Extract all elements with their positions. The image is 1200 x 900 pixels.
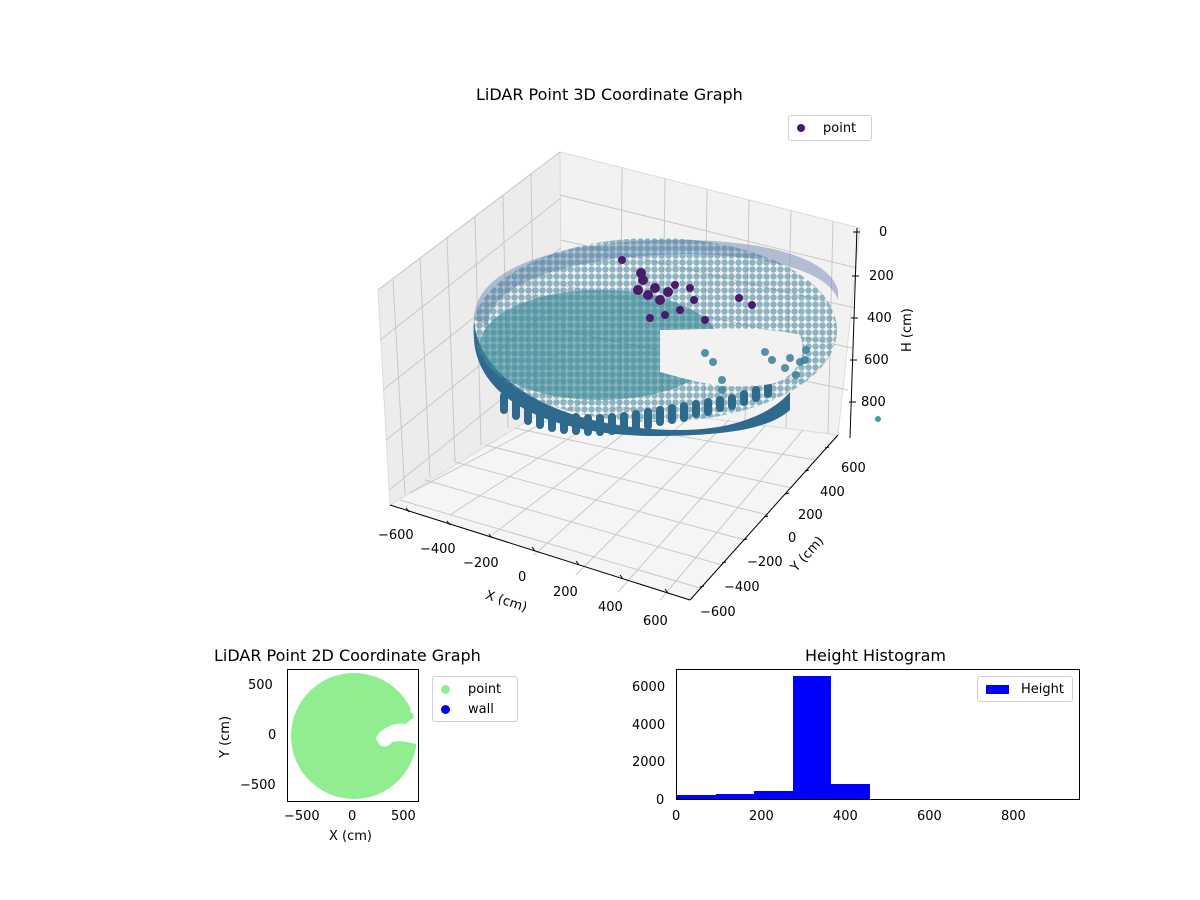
x3d-tick: 400 xyxy=(598,600,623,615)
y3d-tick: −600 xyxy=(700,605,736,620)
hist-canvas xyxy=(677,676,870,799)
y3d-tick: 600 xyxy=(841,461,866,476)
point-marker-icon xyxy=(441,684,450,694)
x2d-axis-label: X (cm) xyxy=(329,829,372,844)
x2d-tick: 500 xyxy=(391,809,416,824)
x2d-tick: 0 xyxy=(348,809,357,824)
plot3d-legend-label: point xyxy=(823,120,857,136)
y2d-axis-label: Y (cm) xyxy=(218,715,233,758)
y3d-tick: 0 xyxy=(788,531,797,546)
x3d-tick: 0 xyxy=(518,570,527,585)
hist-x-tick: 0 xyxy=(672,809,681,824)
z3d-axis-label: H (cm) xyxy=(900,308,915,352)
y3d-tick: 200 xyxy=(798,508,823,523)
x3d-tick: 200 xyxy=(553,585,578,600)
y3d-tick: 400 xyxy=(820,485,845,500)
z3d-tick: 800 xyxy=(861,395,886,410)
plot3d-canvas xyxy=(377,150,881,601)
hist-y-tick: 2000 xyxy=(632,755,666,770)
y2d-tick: 500 xyxy=(248,678,273,693)
hist-title: Height Histogram xyxy=(805,646,946,665)
y2d-tick: −500 xyxy=(240,778,276,793)
y2d-tick: 0 xyxy=(268,728,277,743)
height-patch-icon xyxy=(986,684,1010,694)
x3d-tick: 600 xyxy=(643,614,668,629)
hist-legend: Height xyxy=(977,676,1073,702)
z3d-tick: 600 xyxy=(864,353,889,368)
plot2d-canvas xyxy=(291,673,418,799)
hist-legend-label: Height xyxy=(1021,681,1064,697)
plot3d-title: LiDAR Point 3D Coordinate Graph xyxy=(476,85,743,104)
hist-x-tick: 400 xyxy=(833,809,858,824)
hist-x-tick: 200 xyxy=(749,809,774,824)
hist-y-tick: 0 xyxy=(656,793,665,808)
hist-y-tick: 6000 xyxy=(632,680,666,695)
plot2d-axes xyxy=(287,669,419,802)
hist-y-tick: 4000 xyxy=(632,718,666,733)
z3d-tick: 400 xyxy=(867,311,892,326)
point-marker-icon xyxy=(797,124,805,132)
plot2d-legend: point wall xyxy=(432,676,518,722)
x3d-tick: −600 xyxy=(378,528,414,543)
hist-x-tick: 800 xyxy=(1001,809,1026,824)
y3d-tick: −200 xyxy=(747,555,783,570)
x3d-tick: −200 xyxy=(463,556,499,571)
plot2d-legend-wall: wall xyxy=(468,701,494,717)
x3d-tick: −400 xyxy=(420,542,456,557)
y3d-tick: −400 xyxy=(724,580,760,595)
plot2d-legend-point: point xyxy=(468,681,502,697)
z3d-tick: 0 xyxy=(879,225,888,240)
z3d-tick: 200 xyxy=(869,269,894,284)
plot2d-title: LiDAR Point 2D Coordinate Graph xyxy=(214,646,481,665)
hist-x-tick: 600 xyxy=(917,809,942,824)
wall-marker-icon xyxy=(441,704,450,714)
x2d-tick: −500 xyxy=(284,809,320,824)
plot3d-legend: point xyxy=(788,115,872,141)
hist-axes xyxy=(676,669,1080,800)
